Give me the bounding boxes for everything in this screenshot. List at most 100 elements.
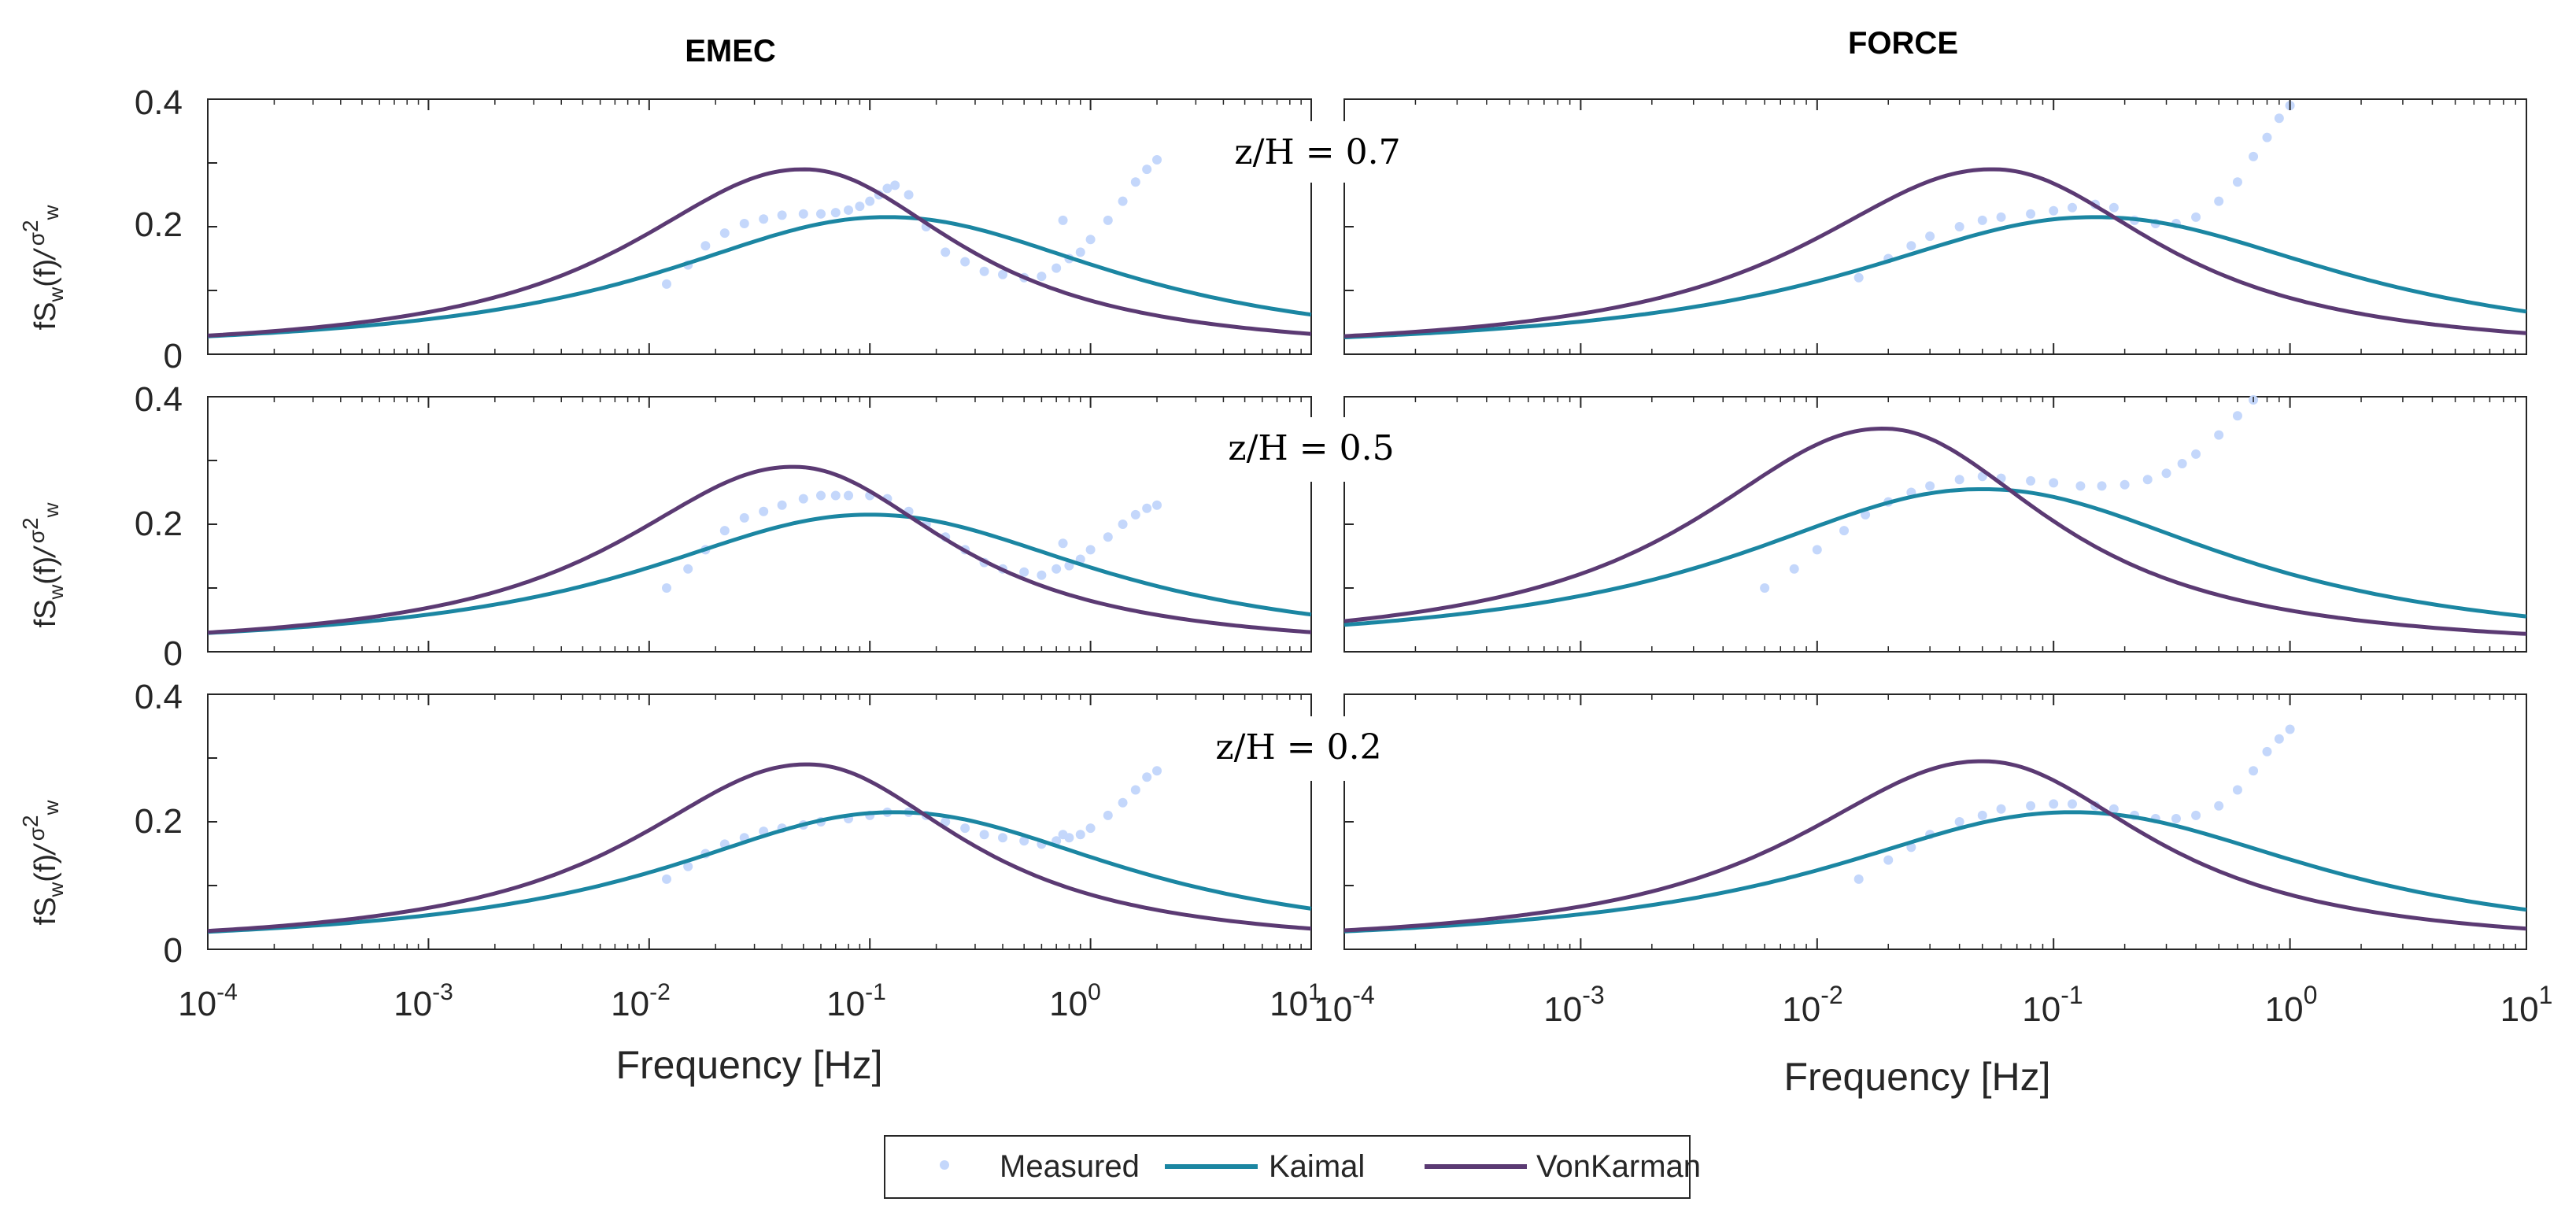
ylabel-sub1: w	[44, 584, 68, 600]
xtick-label: 10-4	[178, 979, 238, 1023]
measured-point	[1103, 215, 1113, 225]
measured-point	[2274, 113, 2284, 124]
ytick-label: 0.2	[135, 802, 183, 841]
measured-point	[844, 490, 854, 501]
measured-point	[1142, 503, 1152, 513]
measured-point	[2049, 205, 2059, 216]
ylabel-sub2: w	[39, 502, 63, 518]
measured-point	[1142, 165, 1152, 175]
measured-point	[890, 180, 900, 190]
ylabel-slash: /	[29, 843, 62, 856]
measured-point	[1861, 509, 1871, 520]
ylabel-sub2: w	[39, 205, 63, 220]
measured-point	[683, 861, 693, 871]
measured-point	[1152, 766, 1162, 776]
measured-point	[700, 241, 711, 251]
measured-point	[998, 269, 1008, 279]
measured-point	[979, 830, 989, 840]
ylabel-main: fS	[29, 301, 62, 330]
model-lines-layer	[207, 167, 2527, 934]
measured-point	[1152, 500, 1162, 510]
measured-point	[1954, 817, 1964, 827]
measured-point	[2232, 411, 2242, 421]
kaimal-line-4	[207, 810, 1312, 934]
measured-point	[1760, 583, 1770, 593]
measured-point	[2285, 724, 2295, 734]
ylabel-paren: (f)	[29, 557, 62, 585]
measured-point	[719, 228, 730, 239]
measured-point	[1977, 215, 1987, 225]
measured-point	[777, 210, 787, 220]
measured-point	[1085, 823, 1096, 834]
measured-point	[2097, 481, 2107, 491]
measured-point	[1853, 272, 1864, 283]
measured-point	[662, 279, 672, 289]
vonkarman-line-5	[1343, 759, 2527, 933]
measured-point	[998, 833, 1008, 843]
row-label-2: z/H = 0.2	[1215, 727, 1381, 767]
row-label-1: z/H = 0.5	[1228, 428, 1394, 468]
measured-point	[2108, 202, 2119, 213]
column-title-force: FORCE	[1848, 26, 1958, 61]
measured-point	[2262, 132, 2272, 142]
xtick-label: 10-1	[826, 979, 886, 1023]
measured-point	[2161, 468, 2171, 479]
kaimal-line-2	[207, 512, 1312, 635]
legend-measured-label: Measured	[1000, 1149, 1140, 1184]
ylabel-sigma: σ	[24, 232, 49, 246]
ylabel-main: fS	[29, 599, 62, 627]
measured-point	[2191, 212, 2201, 222]
measured-point	[2249, 151, 2259, 161]
measured-point	[777, 500, 787, 510]
measured-point	[798, 494, 808, 504]
measured-point	[1118, 797, 1128, 808]
measured-point	[1051, 263, 1062, 273]
measured-point	[1058, 215, 1068, 225]
measured-point	[719, 526, 730, 536]
measured-point	[1118, 520, 1128, 529]
ytick-label: 0	[164, 931, 183, 970]
xtick-label: 10-1	[2022, 981, 2083, 1029]
tick-marks-layer	[207, 98, 2527, 950]
measured-point	[1103, 810, 1113, 820]
measured-point	[1103, 532, 1113, 542]
ylabel-sub1: w	[44, 882, 68, 897]
measured-point	[2214, 430, 2224, 440]
x-axis-label-right: Frequency [Hz]	[1783, 1055, 2050, 1099]
measured-point	[1037, 272, 1047, 282]
legend-kaimal-label: Kaimal	[1269, 1149, 1365, 1184]
measured-point	[960, 257, 970, 267]
measured-point	[1058, 538, 1068, 549]
kaimal-line-1	[1343, 215, 2527, 339]
row-label-box-0	[1234, 121, 1401, 183]
measured-point	[2026, 209, 2036, 219]
measured-point	[1085, 235, 1096, 245]
measured-point	[1812, 545, 1822, 555]
ytick-label: 0	[164, 337, 183, 375]
measured-point	[2120, 479, 2130, 490]
measured-point	[815, 209, 826, 219]
measured-point	[1130, 177, 1140, 187]
measured-point	[2171, 813, 2181, 823]
legend-box	[884, 1135, 1691, 1199]
measured-point	[1051, 564, 1062, 574]
measured-point	[2249, 766, 2259, 776]
measured-point	[1064, 833, 1074, 843]
ylabel-sigma: σ	[24, 530, 49, 543]
ylabel-sup: 2	[18, 517, 43, 530]
ylabel-sigma: σ	[24, 827, 49, 841]
ylabel-slash: /	[29, 248, 62, 261]
measured-point	[1839, 526, 1850, 536]
vonkarman-line-1	[1343, 167, 2527, 338]
xtick-label: 101	[2500, 981, 2553, 1029]
xtick-label: 100	[1049, 979, 1101, 1023]
axes-frame-4	[207, 693, 1312, 950]
measured-point	[2026, 475, 2036, 486]
measured-point	[960, 823, 970, 834]
ytick-label: 0.2	[135, 205, 183, 244]
xtick-label: 10-4	[1314, 981, 1374, 1029]
ylabel-main: fS	[29, 897, 62, 925]
y-axis-label-row-0: fSw(f)/σ2w	[18, 205, 68, 330]
column-title-emec: EMEC	[685, 34, 776, 68]
svg-text:fSw(f)/σ2w: fSw(f)/σ2w	[18, 800, 68, 925]
